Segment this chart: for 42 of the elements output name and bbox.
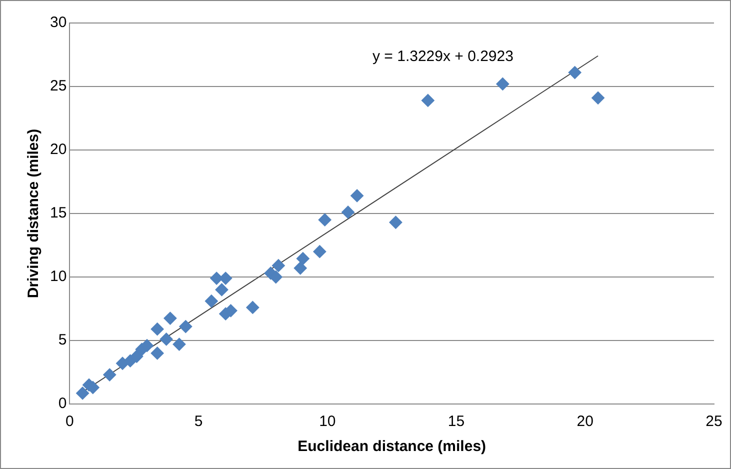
x-tick-label: 5 — [194, 413, 203, 430]
point — [103, 368, 116, 382]
point — [568, 66, 582, 80]
point — [160, 332, 173, 346]
point — [130, 350, 144, 363]
point — [246, 300, 260, 314]
point — [150, 322, 164, 336]
point — [592, 91, 605, 104]
y-tick-label: 5 — [58, 332, 67, 349]
y-tick-label: 20 — [50, 141, 67, 158]
point — [140, 339, 154, 352]
point — [150, 346, 164, 360]
x-tick-label: 25 — [706, 413, 722, 430]
point — [318, 213, 332, 226]
x-axis-title: Euclidean distance (miles) — [298, 438, 486, 456]
point — [272, 259, 285, 272]
point — [76, 386, 90, 400]
point — [350, 189, 364, 202]
point — [215, 283, 228, 296]
point — [294, 262, 307, 275]
point — [164, 312, 177, 325]
y-tick-label: 15 — [50, 204, 67, 222]
x-tick-label: 15 — [448, 413, 465, 430]
annotation: y = 1.3229x + 0.2923 — [372, 48, 514, 66]
y-tick-label: 10 — [50, 268, 67, 286]
y-tick-label: 25 — [50, 78, 67, 95]
point — [421, 94, 434, 107]
x-tick-label: 10 — [319, 413, 336, 430]
point — [496, 77, 510, 90]
point — [204, 294, 218, 308]
point — [296, 252, 310, 266]
y-tick-label: 30 — [50, 14, 67, 32]
point — [342, 206, 355, 219]
x-tick-label: 20 — [576, 413, 594, 430]
point — [219, 272, 232, 285]
y-axis-title: Driving distance (miles) — [25, 128, 42, 298]
point — [313, 245, 326, 258]
point — [269, 270, 282, 284]
point — [179, 320, 192, 334]
y-tick-label: 0 — [58, 395, 67, 412]
point — [389, 216, 402, 229]
point — [172, 338, 186, 351]
